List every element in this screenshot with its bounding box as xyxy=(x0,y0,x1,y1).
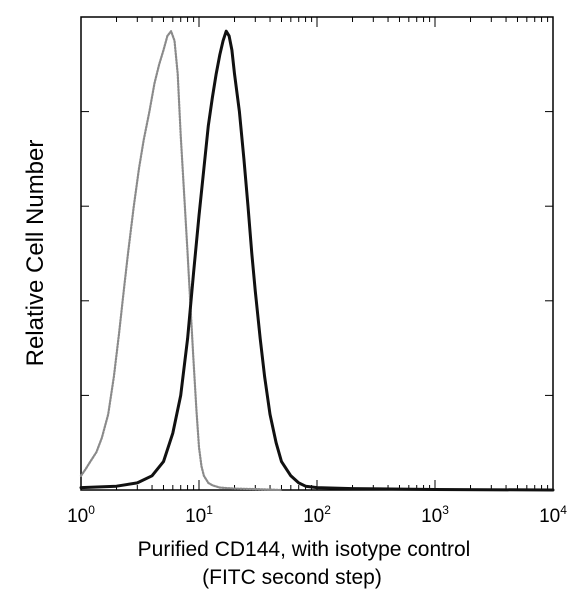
x-axis-label: Purified CD144, with isotype control xyxy=(138,538,471,561)
cd144-series-line xyxy=(79,29,555,492)
x-tick-label: 100 xyxy=(67,503,95,527)
x-tick-label: 103 xyxy=(421,503,449,527)
x-tick-labels: 100 101 102 103 104 xyxy=(67,503,567,527)
x-tick-label: 102 xyxy=(303,503,331,527)
x-axis-label-line2: (FITC second step) xyxy=(202,566,382,589)
y-axis-label: Relative Cell Number xyxy=(22,140,49,367)
isotype-control-series-line xyxy=(79,30,283,492)
x-tick-label: 101 xyxy=(185,503,213,527)
series-layer xyxy=(79,29,555,492)
x-tick-label: 104 xyxy=(539,503,567,527)
axis-ticks xyxy=(80,17,553,490)
plot-frame xyxy=(80,16,554,491)
